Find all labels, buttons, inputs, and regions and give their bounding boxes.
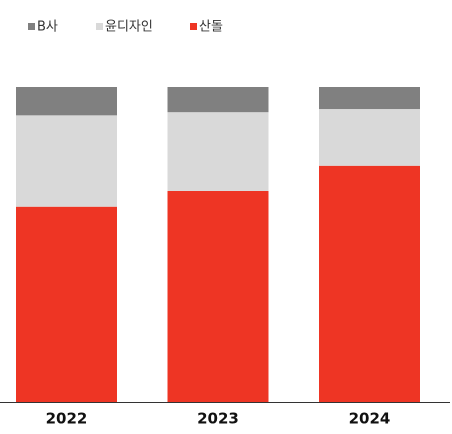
legend-swatch — [190, 23, 197, 30]
bar-segment — [167, 87, 269, 113]
legend-label: 윤디자인 — [105, 20, 153, 35]
legend-swatch — [96, 23, 103, 30]
bar-segment — [319, 165, 420, 402]
bar-segment — [319, 87, 420, 110]
legend-label: B사 — [37, 20, 58, 35]
bar-segment — [16, 115, 117, 207]
bar-segment — [16, 87, 117, 116]
bar-segment — [167, 112, 269, 191]
bar-segment — [16, 206, 117, 402]
legend-label: 산돌 — [199, 20, 223, 35]
x-tick-label: 2024 — [349, 410, 391, 428]
bar-segment — [167, 190, 269, 402]
x-tick-label: 2023 — [197, 410, 239, 428]
bar-segment — [319, 109, 420, 166]
x-tick-label: 2022 — [46, 410, 88, 428]
legend-swatch — [28, 23, 35, 30]
